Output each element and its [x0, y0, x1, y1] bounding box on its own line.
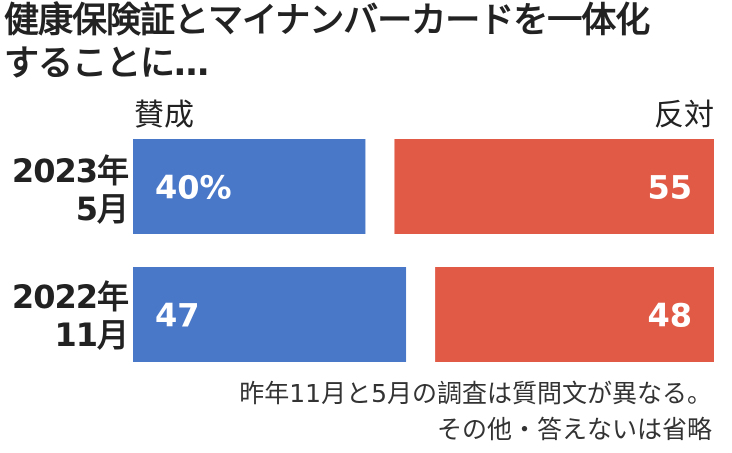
bar-oppose-row-2 — [435, 267, 714, 362]
legend-label-support: 賛成 — [134, 98, 194, 133]
row-label-2023: 2023年 5月 — [0, 152, 129, 228]
row-label-2022: 2022年 11月 — [0, 278, 129, 354]
chart-title-line-2: することに… — [4, 44, 209, 84]
footnote-1: 昨年11月と5月の調査は質問文が異なる。 — [239, 379, 712, 408]
value-label-oppose-row-1: 55 — [647, 169, 692, 207]
row-label-2022-year: 2022年 — [11, 278, 129, 316]
row-label-2023-month: 5月 — [75, 190, 129, 228]
bar-support-row-1 — [133, 139, 366, 234]
chart-title-line-1: 健康保険証とマイナンバーカードを一体化 — [4, 1, 650, 41]
bar-support-row-2 — [133, 267, 407, 362]
value-label-support-row-1: 40% — [155, 169, 232, 207]
row-label-2023-year: 2023年 — [11, 152, 129, 190]
value-label-oppose-row-2: 48 — [647, 297, 692, 335]
chart-title: 健康保険証とマイナンバーカードを一体化 することに… — [4, 0, 728, 86]
footnote-2: その他・答えないは省略 — [436, 415, 712, 444]
value-label-support-row-2: 47 — [155, 297, 200, 335]
row-label-2022-month: 11月 — [54, 316, 129, 354]
legend-label-oppose: 反対 — [654, 98, 714, 133]
bar-oppose-row-1 — [394, 139, 714, 234]
